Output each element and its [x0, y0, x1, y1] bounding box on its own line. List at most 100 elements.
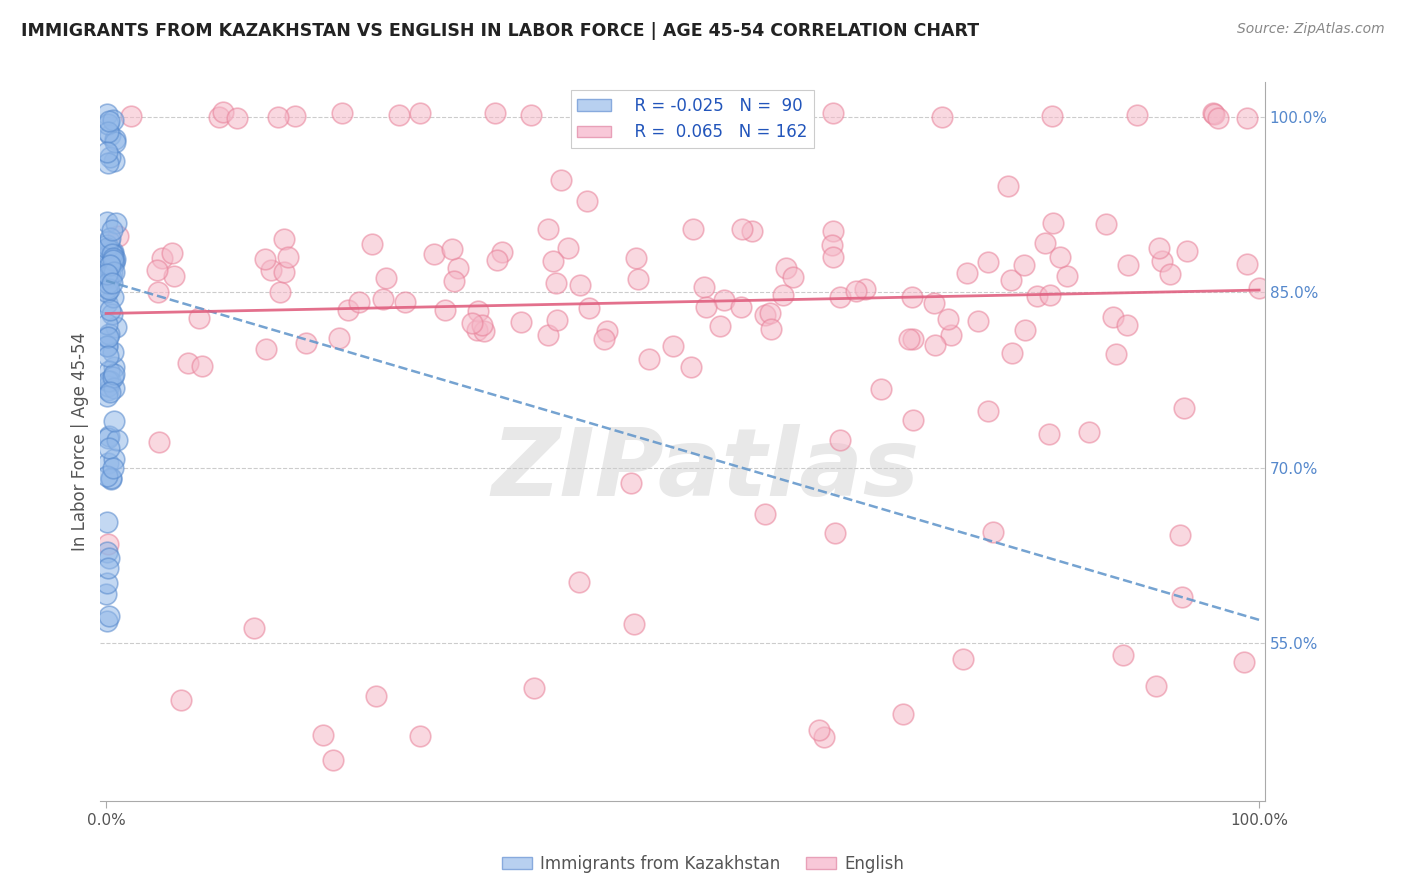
Point [98, 263, 121, 277]
Point [294, 336, 316, 351]
Point [120, 109, 142, 123]
Point [922, 296, 945, 310]
Point [1171, 590, 1194, 604]
Point [1116, 258, 1139, 272]
Point [101, 252, 124, 266]
Point [107, 228, 129, 243]
Point [98, 231, 121, 245]
Point [100, 244, 122, 259]
Point [627, 272, 650, 286]
Point [768, 105, 790, 120]
Point [207, 110, 229, 124]
Point [312, 728, 335, 742]
Point [509, 315, 531, 329]
Point [901, 290, 924, 304]
Point [423, 247, 446, 261]
Point [97, 277, 120, 291]
Point [1056, 268, 1078, 283]
Point [97, 125, 120, 139]
Point [813, 731, 835, 745]
Point [891, 706, 914, 721]
Point [97, 282, 120, 296]
Point [97, 384, 120, 398]
Point [259, 262, 281, 277]
Point [96, 243, 118, 257]
Point [623, 617, 645, 632]
Point [897, 333, 920, 347]
Point [101, 345, 124, 359]
Point [96, 318, 118, 332]
Point [1144, 679, 1167, 693]
Point [821, 238, 844, 252]
Point [467, 304, 489, 318]
Point [96, 587, 118, 601]
Point [96, 516, 118, 530]
Point [360, 236, 382, 251]
Point [578, 301, 600, 316]
Point [1208, 111, 1230, 125]
Point [94, 249, 117, 263]
Point [98, 374, 121, 388]
Point [103, 253, 125, 268]
Point [967, 314, 990, 328]
Point [96, 281, 118, 295]
Point [761, 321, 783, 335]
Point [97, 442, 120, 456]
Point [754, 308, 776, 322]
Point [330, 106, 353, 120]
Point [1233, 655, 1256, 669]
Point [981, 525, 1004, 540]
Point [96, 285, 118, 299]
Point [1202, 107, 1225, 121]
Point [98, 128, 121, 143]
Point [550, 173, 572, 187]
Point [1152, 254, 1174, 268]
Point [939, 327, 962, 342]
Point [485, 253, 508, 268]
Point [434, 302, 457, 317]
Point [103, 359, 125, 374]
Point [853, 282, 876, 296]
Point [491, 245, 513, 260]
Point [752, 109, 775, 123]
Point [96, 267, 118, 281]
Point [284, 109, 307, 123]
Point [96, 117, 118, 131]
Point [100, 270, 122, 285]
Point [96, 107, 118, 121]
Point [409, 105, 432, 120]
Point [322, 753, 344, 767]
Point [665, 105, 688, 120]
Point [592, 332, 614, 346]
Point [98, 303, 121, 318]
Point [520, 108, 543, 122]
Point [1112, 648, 1135, 662]
Point [96, 339, 118, 353]
Point [709, 318, 731, 333]
Point [759, 305, 782, 319]
Point [100, 307, 122, 321]
Point [176, 356, 198, 370]
Point [903, 413, 925, 427]
Point [150, 251, 173, 265]
Point [537, 222, 560, 236]
Point [101, 290, 124, 304]
Point [1001, 345, 1024, 359]
Point [808, 723, 831, 737]
Point [101, 276, 124, 290]
Point [103, 414, 125, 428]
Point [97, 269, 120, 284]
Point [101, 113, 124, 128]
Point [1159, 267, 1181, 281]
Point [100, 384, 122, 399]
Point [443, 275, 465, 289]
Point [1000, 272, 1022, 286]
Point [97, 428, 120, 442]
Point [931, 110, 953, 124]
Point [100, 471, 122, 485]
Legend: Immigrants from Kazakhstan, English: Immigrants from Kazakhstan, English [495, 848, 911, 880]
Point [96, 330, 118, 344]
Point [96, 338, 118, 352]
Point [104, 252, 127, 266]
Point [936, 312, 959, 326]
